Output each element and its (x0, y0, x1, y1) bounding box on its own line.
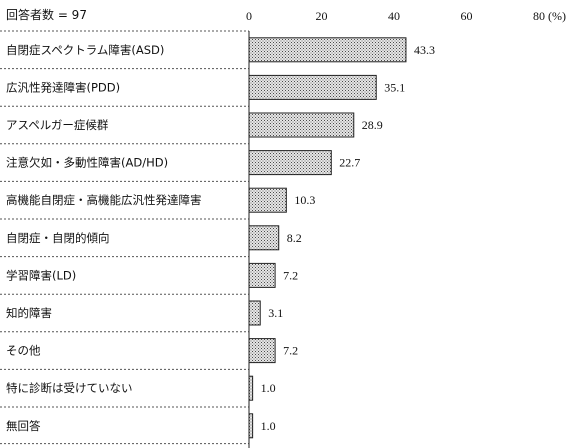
data-label: 3.1 (268, 306, 283, 320)
x-tick-label: 20 (316, 9, 328, 23)
data-label: 35.1 (384, 80, 405, 94)
category-label: 広汎性発達障害(PDD) (6, 80, 120, 94)
category-label: その他 (6, 344, 41, 358)
category-label: 注意欠如・多動性障害(AD/HD) (6, 156, 168, 170)
data-label: 43.3 (414, 43, 435, 57)
bar (248, 150, 332, 176)
bar (248, 74, 377, 100)
bar (248, 262, 276, 288)
data-label: 1.0 (261, 419, 276, 433)
category-label: アスペルガー症候群 (6, 118, 109, 132)
bar (248, 375, 254, 401)
category-label: 無回答 (6, 419, 41, 433)
category-label: 学習障害(LD) (6, 268, 76, 282)
bar (248, 338, 276, 364)
unit-label: (%) (548, 9, 566, 23)
category-label: 知的障害 (6, 306, 52, 320)
bar (248, 225, 280, 251)
data-label: 1.0 (261, 381, 276, 395)
x-tick-label: 80 (533, 9, 545, 23)
x-axis-ticks: 0 20 40 60 80 (246, 9, 545, 23)
data-label: 7.2 (283, 268, 298, 282)
category-label: 高機能自閉症・高機能広汎性発達障害 (6, 193, 202, 207)
category-label: 特に診断は受けていない (6, 381, 133, 395)
data-label: 28.9 (362, 118, 383, 132)
data-label: 8.2 (287, 231, 302, 245)
bar (248, 187, 287, 213)
x-tick-label: 40 (388, 9, 400, 23)
bar (248, 112, 355, 138)
x-tick-label: 0 (246, 9, 252, 23)
bar (248, 413, 254, 439)
bar (248, 37, 407, 63)
respondents-count-label: 回答者数 = 97 (6, 7, 87, 22)
bars: 43.3 35.1 28.9 22.7 10.3 8.2 7.2 3.1 7.2 1.0 1.0 (248, 37, 435, 439)
category-rows: 自閉症スペクトラム障害(ASD) 広汎性発達障害(PDD) アスペルガー症候群注意欠… (0, 30, 249, 445)
data-label: 22.7 (339, 156, 360, 170)
category-label: 自閉症スペクトラム障害(ASD) (6, 43, 164, 57)
bar (248, 300, 261, 326)
data-label: 10.3 (294, 193, 315, 207)
category-label: 自閉症・自閉的傾向 (6, 231, 110, 245)
data-label: 7.2 (283, 344, 298, 358)
x-tick-label: 60 (461, 9, 473, 23)
